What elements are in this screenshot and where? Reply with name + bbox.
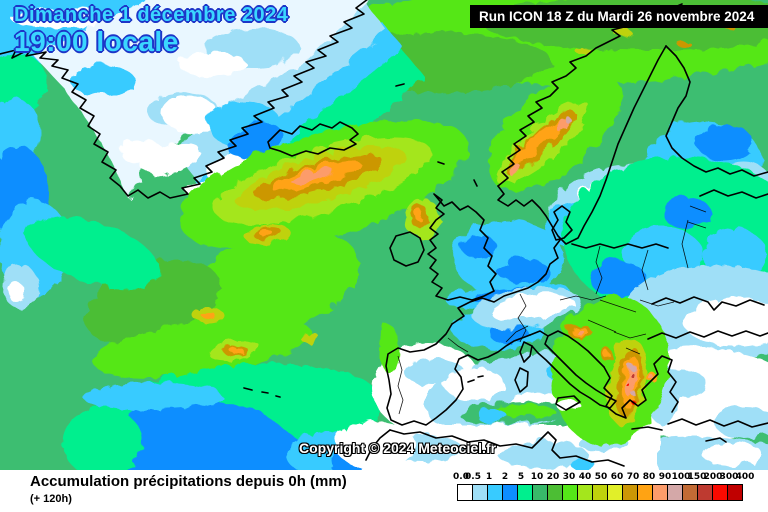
legend-tick-label: 60	[610, 472, 624, 482]
legend-scale: 0.0 0.5 1 2 5 10 20 30 40 50 60 70 80 90 100 150 200 300 4…	[453, 472, 768, 512]
legend-cell	[712, 484, 728, 501]
legend-cell	[682, 484, 698, 501]
legend-tick-label: 1	[485, 472, 493, 482]
legend-cell	[697, 484, 713, 501]
legend-tick-label: 10	[530, 472, 544, 482]
legend-cell	[727, 484, 743, 501]
legend-cell	[562, 484, 578, 501]
legend-tick-label: 70	[626, 472, 640, 482]
legend-cell	[532, 484, 548, 501]
forecast-datetime: Dimanche 1 décembre 2024 19:00 locale	[14, 4, 289, 57]
coastlines	[0, 0, 768, 467]
legend-cell	[547, 484, 563, 501]
copyright-label: Copyright © 2024 Meteociel.fr	[299, 440, 497, 456]
legend-cell	[517, 484, 533, 501]
legend-tick-label: 200	[703, 472, 723, 482]
precip-blobs	[0, 0, 768, 470]
legend-bar: Accumulation précipitations depuis 0h (m…	[0, 470, 768, 512]
legend-cell	[487, 484, 503, 501]
legend-cell	[502, 484, 518, 501]
legend-cell	[667, 484, 683, 501]
legend-tick-label: 0.0	[453, 472, 469, 482]
legend-tick-label: 0.5	[465, 472, 481, 482]
legend-tick-label: 50	[594, 472, 608, 482]
precipitation-map: Dimanche 1 décembre 2024 19:00 locale Ru…	[0, 0, 768, 470]
legend-tick-label: 30	[562, 472, 576, 482]
legend-cell	[607, 484, 623, 501]
legend-tick-label: 90	[658, 472, 672, 482]
legend-cell	[622, 484, 638, 501]
legend-tick-label: 150	[687, 472, 707, 482]
legend-tick-label: 80	[642, 472, 656, 482]
legend-tick-label: 100	[671, 472, 691, 482]
legend-cell	[457, 484, 473, 501]
legend-tick-label: 40	[578, 472, 592, 482]
forecast-time-label: 19:00 locale	[14, 26, 179, 57]
legend-subtitle: (+ 120h)	[30, 493, 72, 505]
model-run-banner: Run ICON 18 Z du Mardi 26 novembre 2024	[470, 5, 768, 28]
legend-cell	[637, 484, 653, 501]
legend-title: Accumulation précipitations depuis 0h (m…	[30, 473, 347, 490]
legend-tick-label: 400	[735, 472, 755, 482]
legend-scale-labels: 0.0 0.5 1 2 5 10 20 30 40 50 60 70 80 90 100 150 200 300 4…	[453, 472, 768, 483]
legend-scale-bar	[457, 484, 743, 501]
legend-cell	[592, 484, 608, 501]
legend-tick-label: 300	[719, 472, 739, 482]
legend-tick-label: 20	[546, 472, 560, 482]
legend-cell	[577, 484, 593, 501]
country-borders	[397, 205, 707, 415]
map-canvas	[0, 0, 768, 470]
forecast-date-label: Dimanche 1 décembre 2024	[14, 4, 289, 26]
legend-cell	[472, 484, 488, 501]
legend-cell	[652, 484, 668, 501]
legend-tick-label: 2	[501, 472, 509, 482]
legend-tick-label: 5	[517, 472, 525, 482]
